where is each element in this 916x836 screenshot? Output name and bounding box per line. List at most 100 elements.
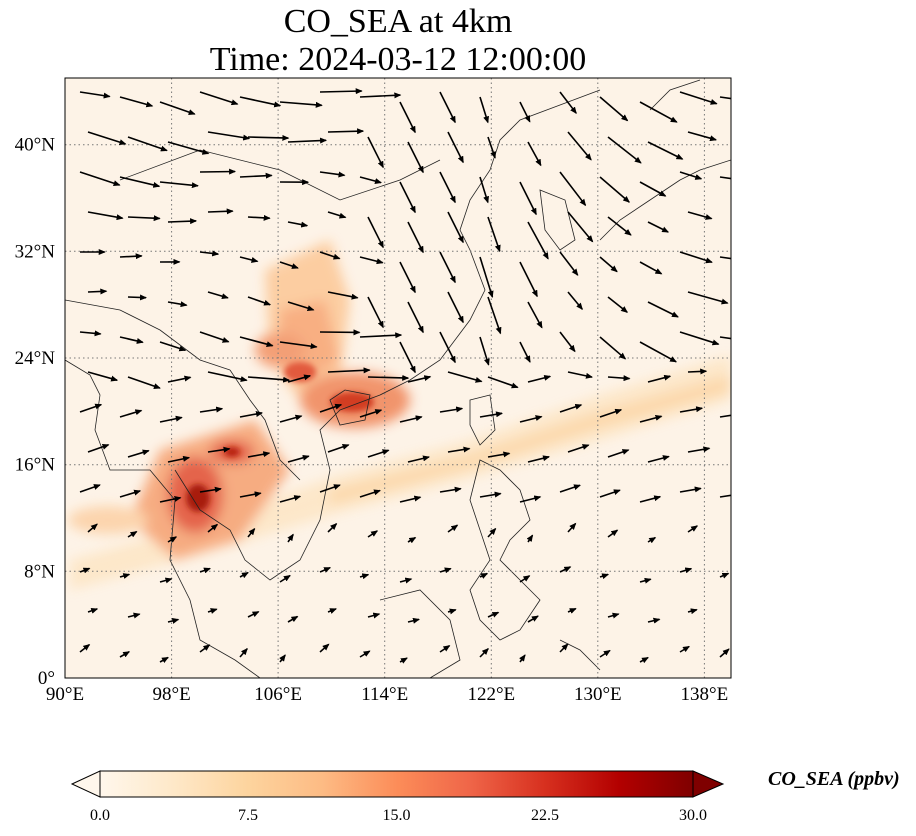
wind-arrow xyxy=(687,291,729,305)
wind-arrow xyxy=(527,455,550,463)
wind-arrow xyxy=(159,656,169,664)
wind-arrow xyxy=(679,331,720,346)
wind-arrow xyxy=(639,101,678,123)
wind-arrow xyxy=(79,403,103,413)
wind-arrow xyxy=(367,374,410,381)
wind-arrow xyxy=(167,301,188,308)
wind-arrow xyxy=(647,301,679,318)
wind-arrow xyxy=(319,566,332,573)
wind-arrow xyxy=(207,208,234,215)
wind-arrow xyxy=(207,371,248,382)
wind-arrow xyxy=(567,444,590,453)
wind-arrow xyxy=(359,176,382,184)
wind-arrow xyxy=(199,486,222,493)
colorbar-tick: 7.5 xyxy=(238,807,258,824)
wind-arrow xyxy=(287,374,312,383)
wind-arrow xyxy=(479,336,490,366)
wind-arrow xyxy=(527,615,539,623)
wind-arrow xyxy=(679,645,690,653)
wind-arrow xyxy=(519,181,537,216)
wind-arrow xyxy=(359,332,403,339)
colorbar-extend-low xyxy=(70,770,101,798)
wind-arrow xyxy=(359,256,384,265)
wind-arrow xyxy=(127,294,147,301)
wind-arrow xyxy=(599,573,610,580)
wind-arrow xyxy=(687,525,699,533)
wind-arrow xyxy=(239,336,274,348)
wind-arrow xyxy=(127,376,161,389)
wind-arrow xyxy=(567,607,577,614)
wind-arrow xyxy=(479,411,503,418)
wind-arrow xyxy=(199,567,211,574)
wind-arrow xyxy=(439,645,451,653)
wind-arrow xyxy=(719,414,731,418)
wind-arrow xyxy=(279,341,318,350)
wind-arrow xyxy=(447,211,464,244)
wind-arrow xyxy=(247,214,271,221)
wind-arrow xyxy=(359,573,370,580)
lat-tick: 0° xyxy=(38,668,55,689)
wind-arrow xyxy=(567,131,592,161)
wind-arrow xyxy=(407,375,432,383)
wind-arrow xyxy=(607,136,642,164)
wind-arrow xyxy=(359,489,381,498)
wind-arrow xyxy=(487,136,497,159)
wind-arrow xyxy=(247,134,290,141)
lon-tick: 114°E xyxy=(361,684,408,705)
lat-tick-labels: 0° 8°N 16°N 24°N 32°N 40°N xyxy=(15,135,56,689)
wind-arrow xyxy=(327,291,359,300)
wind-arrow xyxy=(319,484,341,493)
colorbar-gradient xyxy=(99,770,694,798)
wind-arrow xyxy=(207,446,231,453)
wind-arrow xyxy=(87,211,124,221)
wind-arrow xyxy=(127,612,141,619)
wind-arrow xyxy=(407,455,430,463)
wind-arrow xyxy=(239,172,273,179)
wind-arrow xyxy=(719,256,731,260)
wind-arrow xyxy=(487,451,511,458)
wind-arrow xyxy=(487,296,502,335)
wind-arrow xyxy=(287,615,299,623)
wind-arrow xyxy=(159,577,173,584)
wind-arrow xyxy=(639,577,652,584)
wind-arrow xyxy=(439,331,456,364)
wind-arrow xyxy=(207,291,229,300)
wind-arrow xyxy=(247,376,291,383)
wind-arrow xyxy=(559,331,576,353)
wind-arrow xyxy=(119,176,161,188)
wind-arrow xyxy=(87,443,110,453)
wind-arrow xyxy=(599,176,630,203)
wind-arrow xyxy=(687,446,711,453)
wind-arrow xyxy=(719,572,730,579)
wind-arrow xyxy=(439,91,456,124)
wind-arrow xyxy=(599,489,621,498)
wind-arrow xyxy=(399,577,413,584)
wind-arrow xyxy=(679,171,703,180)
wind-arrow xyxy=(399,495,422,503)
wind-arrow xyxy=(119,651,131,658)
map-panel xyxy=(65,78,731,678)
wind-arrow xyxy=(639,495,662,503)
wind-arrow xyxy=(199,250,220,257)
wind-arrow xyxy=(279,414,303,423)
wind-arrow xyxy=(119,489,142,498)
wind-arrow xyxy=(399,341,416,374)
wind-arrow xyxy=(567,291,583,310)
wind-arrow xyxy=(647,455,670,463)
lon-tick: 122°E xyxy=(467,684,515,705)
wind-arrow xyxy=(719,96,731,100)
wind-arrow xyxy=(687,211,713,220)
lon-tick: 98°E xyxy=(152,684,190,705)
wind-arrow xyxy=(159,341,187,352)
wind-arrow xyxy=(719,494,731,498)
wind-arrow xyxy=(599,408,623,418)
wind-arrow xyxy=(199,91,239,106)
wind-arrow xyxy=(447,524,459,533)
wind-arrow xyxy=(599,256,618,273)
wind-arrow xyxy=(519,495,542,503)
wind-arrow xyxy=(607,216,632,236)
wind-arrow xyxy=(327,367,371,374)
wind-arrow xyxy=(367,530,379,538)
wind-arrow xyxy=(399,101,416,134)
